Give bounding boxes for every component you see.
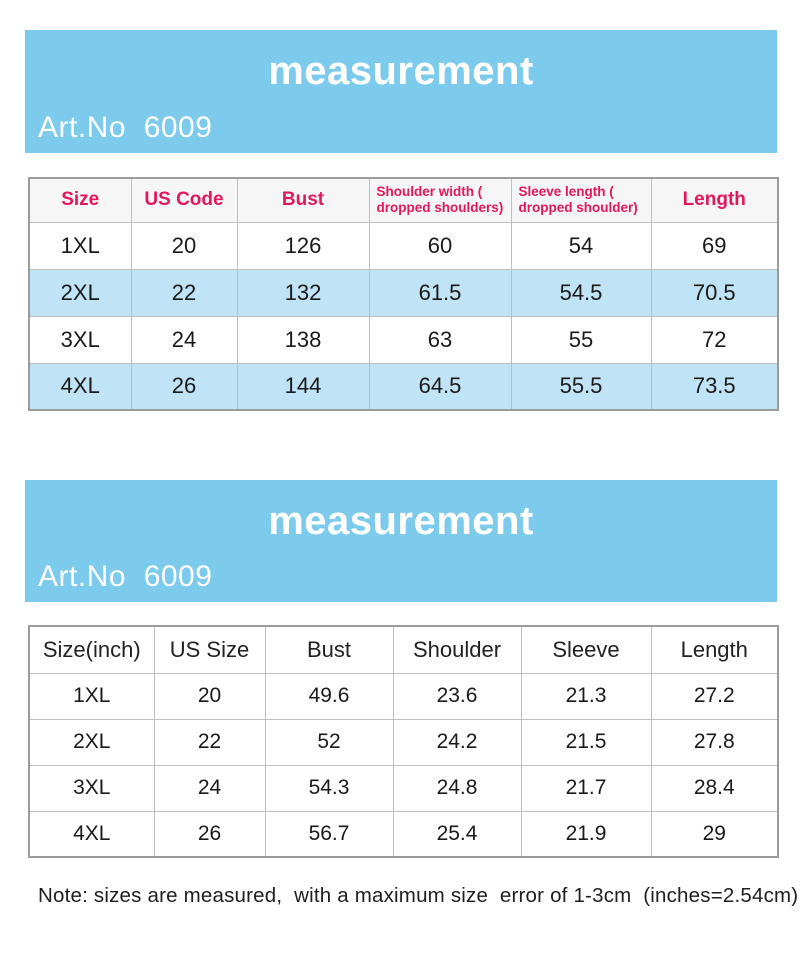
size-chart-page: measurement Art.No 6009 Size US Code Bus…: [0, 30, 800, 970]
table-row: 2XL 22 52 24.2 21.5 27.8: [28, 718, 779, 766]
table-cell: 52: [264, 718, 394, 766]
table-cell: 21.5: [520, 718, 652, 766]
column-header-size: Size: [28, 177, 132, 223]
table-cell: 3XL: [28, 764, 155, 812]
table-cell: 126: [236, 221, 370, 270]
table-cell: 63: [368, 315, 512, 364]
column-header-length: Length: [650, 625, 779, 674]
table-cell: 4XL: [28, 810, 155, 858]
table-cell: 24: [130, 315, 238, 364]
table-cell: 27.8: [650, 718, 779, 766]
size-table-inch: Size(inch) US Size Bust Shoulder Sleeve …: [28, 625, 779, 858]
art-no-label: Art.No 6009: [38, 111, 213, 144]
table-cell: 22: [153, 718, 266, 766]
table-cell: 60: [368, 221, 512, 270]
table-cell: 26: [130, 362, 238, 411]
table-cell: 70.5: [650, 268, 779, 317]
table-cell: 54.5: [510, 268, 652, 317]
table-cell: 144: [236, 362, 370, 411]
table-cell: 25.4: [392, 810, 522, 858]
table-cell: 29: [650, 810, 779, 858]
table-header-row: Size(inch) US Size Bust Shoulder Sleeve …: [28, 625, 779, 674]
table-cell: 26: [153, 810, 266, 858]
column-header-shoulder-width: Shoulder width ( dropped shoulders): [368, 177, 512, 223]
table-header-row: Size US Code Bust Shoulder width ( dropp…: [28, 177, 779, 223]
table-cell: 28.4: [650, 764, 779, 812]
table-cell: 20: [130, 221, 238, 270]
table-cell: 21.3: [520, 672, 652, 720]
column-header-us-size: US Size: [153, 625, 266, 674]
table-cell: 27.2: [650, 672, 779, 720]
column-header-sleeve: Sleeve: [520, 625, 652, 674]
table-cell: 132: [236, 268, 370, 317]
measurement-banner-cm: measurement Art.No 6009: [25, 30, 777, 153]
table-cell: 24.2: [392, 718, 522, 766]
table-cell: 20: [153, 672, 266, 720]
size-table-cm: Size US Code Bust Shoulder width ( dropp…: [28, 177, 779, 411]
table-row: 1XL 20 49.6 23.6 21.3 27.2: [28, 672, 779, 720]
column-header-us-code: US Code: [130, 177, 238, 223]
measurement-banner-inch: measurement Art.No 6009: [25, 480, 777, 602]
table-cell: 55.5: [510, 362, 652, 411]
column-header-shoulder: Shoulder: [392, 625, 522, 674]
table-cell: 55: [510, 315, 652, 364]
table-cell: 22: [130, 268, 238, 317]
column-header-length: Length: [650, 177, 779, 223]
column-header-bust: Bust: [236, 177, 370, 223]
table-row: 4XL 26 144 64.5 55.5 73.5: [28, 362, 779, 411]
table-cell: 69: [650, 221, 779, 270]
table-cell: 64.5: [368, 362, 512, 411]
table-cell: 21.7: [520, 764, 652, 812]
table-cell: 24.8: [392, 764, 522, 812]
art-no-label: Art.No 6009: [38, 560, 213, 593]
table-cell: 61.5: [368, 268, 512, 317]
table-cell: 54.3: [264, 764, 394, 812]
table-row: 1XL 20 126 60 54 69: [28, 221, 779, 270]
table-cell: 4XL: [28, 362, 132, 411]
table-cell: 23.6: [392, 672, 522, 720]
table-cell: 1XL: [28, 221, 132, 270]
table-cell: 1XL: [28, 672, 155, 720]
table-cell: 73.5: [650, 362, 779, 411]
column-header-size-inch: Size(inch): [28, 625, 155, 674]
table-row: 2XL 22 132 61.5 54.5 70.5: [28, 268, 779, 317]
table-cell: 72: [650, 315, 779, 364]
table-row: 4XL 26 56.7 25.4 21.9 29: [28, 810, 779, 858]
table-cell: 138: [236, 315, 370, 364]
column-header-sleeve-length: Sleeve length ( dropped shoulder): [510, 177, 652, 223]
table-cell: 49.6: [264, 672, 394, 720]
banner-title: measurement: [268, 499, 534, 543]
measurement-note: Note: sizes are measured, with a maximum…: [38, 884, 799, 907]
table-row: 3XL 24 54.3 24.8 21.7 28.4: [28, 764, 779, 812]
table-cell: 56.7: [264, 810, 394, 858]
table-cell: 2XL: [28, 268, 132, 317]
column-header-bust: Bust: [264, 625, 394, 674]
table-cell: 24: [153, 764, 266, 812]
table-cell: 3XL: [28, 315, 132, 364]
table-cell: 2XL: [28, 718, 155, 766]
table-row: 3XL 24 138 63 55 72: [28, 315, 779, 364]
table-cell: 54: [510, 221, 652, 270]
banner-title: measurement: [268, 49, 534, 93]
table-cell: 21.9: [520, 810, 652, 858]
